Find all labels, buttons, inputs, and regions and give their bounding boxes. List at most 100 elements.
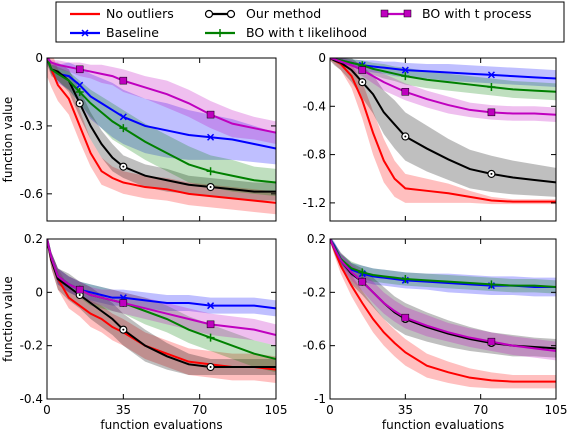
point-our_method-center bbox=[78, 102, 81, 105]
y-tick-label: -0.6 bbox=[20, 187, 43, 201]
point-baseline bbox=[207, 133, 215, 141]
point-bo_t_process bbox=[75, 285, 84, 294]
panel-bottom-right: 0.2 -0.2 -0.6 -10 35 70 105 function evaluation… bbox=[303, 232, 568, 432]
line-no_outliers bbox=[330, 239, 556, 383]
x-tick-label: 35 bbox=[398, 403, 413, 417]
band-no_outliers bbox=[330, 58, 556, 205]
point-bo_t_likelihood bbox=[487, 280, 496, 289]
band-bo_t_likelihood bbox=[47, 239, 276, 373]
point-bo_t_process bbox=[75, 65, 84, 74]
point-bo_t_likelihood bbox=[358, 268, 367, 277]
legend-marker-bo-t-likelihood bbox=[216, 29, 224, 37]
point-bo_t_likelihood bbox=[401, 72, 410, 81]
legend-entry-baseline: Baseline bbox=[70, 25, 159, 40]
line-bo_t_process bbox=[47, 239, 276, 336]
point-our_method-center bbox=[490, 172, 493, 175]
point-bo_t_process bbox=[358, 66, 367, 74]
y-tick-label: -0.3 bbox=[20, 119, 43, 133]
point-our_method-center bbox=[209, 186, 212, 189]
legend-entry-bo-t-likelihood: BO with t likelihood bbox=[205, 25, 367, 40]
point-bo_t_process bbox=[487, 108, 496, 117]
legend-marker-bo-t-process bbox=[403, 9, 412, 18]
legend-frame bbox=[55, 1, 565, 43]
line-no_outliers bbox=[47, 239, 276, 371]
x-axis-label: function evaluations bbox=[382, 418, 504, 432]
legend-label-baseline: Baseline bbox=[106, 25, 159, 40]
point-baseline bbox=[487, 71, 495, 79]
line-bo_t_process bbox=[330, 239, 556, 352]
y-tick-label: -0.4 bbox=[303, 99, 326, 113]
panel-top-left-plot-area bbox=[47, 58, 276, 215]
point-bo_t_likelihood bbox=[119, 124, 128, 133]
y-tick-label: -0.6 bbox=[303, 339, 326, 353]
point-our_method-center bbox=[122, 328, 125, 331]
legend-label-our-method: Our method bbox=[246, 6, 321, 21]
band-baseline bbox=[47, 239, 276, 317]
y-axis-label: function value bbox=[1, 97, 15, 183]
line-bo_t_likelihood bbox=[330, 58, 556, 93]
band-bo_t_likelihood bbox=[330, 239, 556, 294]
point-bo_t_process bbox=[401, 88, 410, 96]
band-our_method bbox=[330, 239, 556, 358]
panel-bottom-right-frame bbox=[329, 238, 557, 400]
band-no_outliers bbox=[47, 58, 276, 215]
point-bo_t_process bbox=[401, 313, 410, 322]
panel-top-left: 0 -0.3 -0.6 function value bbox=[1, 51, 277, 222]
y-tick-label: -0.2 bbox=[20, 339, 43, 353]
legend-marker-our-method bbox=[226, 9, 236, 19]
y-tick-label: -1.2 bbox=[303, 196, 326, 210]
point-our_method-center bbox=[361, 81, 364, 84]
x-tick-label: 70 bbox=[192, 403, 207, 417]
point-bo_t_process bbox=[206, 110, 215, 119]
point-bo_t_process bbox=[358, 277, 367, 286]
point-bo_t_likelihood bbox=[487, 82, 496, 91]
panel-top-right-frame bbox=[329, 57, 557, 222]
panel-top-right-plot-area bbox=[330, 58, 556, 205]
panel-top-left-frame bbox=[46, 57, 277, 222]
line-bo_t_process bbox=[47, 58, 276, 134]
legend-marker-our-method bbox=[204, 9, 214, 19]
y-tick-label: 0 bbox=[35, 285, 43, 299]
point-bo_t_likelihood bbox=[401, 275, 410, 283]
point-bo_t_process bbox=[119, 299, 128, 307]
panel-bottom-left-frame bbox=[46, 238, 277, 400]
legend-marker-bo-t-process bbox=[380, 9, 389, 18]
point-baseline bbox=[401, 66, 409, 74]
band-bo_t_process bbox=[330, 58, 556, 122]
legend-label-bo-t-likelihood: BO with t likelihood bbox=[246, 25, 367, 40]
band-no_outliers bbox=[330, 239, 556, 389]
band-bo_t_process bbox=[47, 239, 276, 346]
band-baseline bbox=[330, 239, 556, 297]
panel-bottom-left-plot-area bbox=[47, 239, 276, 383]
point-our_method-center bbox=[209, 366, 212, 368]
line-bo_t_process bbox=[330, 58, 556, 116]
x-tick-label: 70 bbox=[473, 403, 488, 417]
legend-label-bo-t-process: BO with t process bbox=[422, 6, 532, 21]
point-bo_t_likelihood bbox=[206, 333, 215, 342]
y-tick-label: 0 bbox=[35, 51, 43, 65]
y-tick-label: 0 bbox=[318, 51, 326, 65]
point-baseline bbox=[207, 302, 215, 310]
legend-label-no-outliers: No outliers bbox=[106, 6, 174, 21]
legend-entry-bo-t-process: BO with t process bbox=[380, 6, 532, 21]
y-tick-label: -0.8 bbox=[303, 148, 326, 162]
panels: 0 -0.3 -0.6 function value 0 -0.4 -0.8 -1.2 0.2 0… bbox=[1, 51, 568, 432]
y-tick-label: 0.2 bbox=[307, 232, 326, 246]
x-axis-label: function evaluations bbox=[100, 418, 222, 432]
legend-entry-our-method: Our method bbox=[204, 6, 321, 21]
x-tick-label: 0 bbox=[326, 403, 334, 417]
x-tick-label: 35 bbox=[116, 403, 131, 417]
y-tick-label: -1 bbox=[314, 392, 326, 406]
point-our_method-center bbox=[122, 165, 125, 168]
line-no_outliers bbox=[330, 58, 556, 203]
y-tick-label: 0.2 bbox=[24, 232, 43, 246]
x-tick-label: 0 bbox=[43, 403, 51, 417]
line-bo_t_likelihood bbox=[330, 239, 556, 288]
band-bo_t_likelihood bbox=[47, 58, 276, 197]
line-our_method bbox=[47, 239, 276, 368]
band-our_method bbox=[47, 239, 276, 375]
line-our_method bbox=[330, 58, 556, 184]
y-axis-label: function value bbox=[1, 276, 15, 362]
panel-top-right: 0 -0.4 -0.8 -1.2 bbox=[303, 51, 557, 222]
